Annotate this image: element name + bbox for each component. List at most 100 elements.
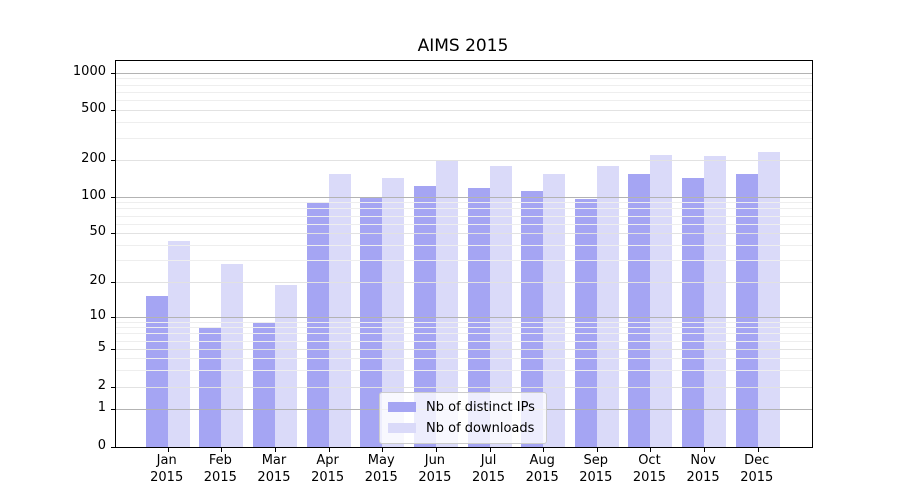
gridline-90 <box>116 202 812 204</box>
x-tick-label-apr: Apr 2015 <box>311 453 345 485</box>
y-tick-label-10: 10 <box>89 307 106 323</box>
gridline-40 <box>116 245 812 247</box>
x-tick-dec <box>757 448 759 452</box>
bar-distinct-ips-aug <box>521 190 544 447</box>
gridline-500 <box>116 110 812 112</box>
bar-downloads-feb <box>221 264 244 447</box>
y-tick-1000 <box>111 72 116 74</box>
x-tick-jan <box>167 448 169 452</box>
gridline-3 <box>116 370 812 372</box>
y-tick-label-0: 0 <box>97 438 106 453</box>
bar-downloads-oct <box>650 154 673 447</box>
y-tick-label-500: 500 <box>81 101 106 117</box>
legend-label: Nb of distinct IPs <box>426 399 535 415</box>
bar-downloads-nov <box>704 156 727 447</box>
x-tick-label-oct: Oct 2015 <box>632 453 666 485</box>
y-tick-label-200: 200 <box>81 151 106 166</box>
y-tick-label-50: 50 <box>89 224 106 240</box>
gridline-1000 <box>116 72 812 74</box>
bar-distinct-ips-sep <box>574 199 597 447</box>
bar-downloads-aug <box>543 173 566 447</box>
x-tick-mar <box>274 448 276 452</box>
y-tick-10 <box>111 316 116 318</box>
y-tick-100 <box>111 196 116 198</box>
gridline-300 <box>116 138 812 139</box>
gridline-6 <box>116 340 812 342</box>
bar-distinct-ips-mar <box>252 321 275 447</box>
bar-downloads-mar <box>274 284 297 447</box>
gridline-5 <box>116 349 812 351</box>
gridline-9 <box>116 321 812 323</box>
gridline-30 <box>116 260 812 262</box>
bar-downloads-jan <box>167 241 190 447</box>
bar-distinct-ips-nov <box>682 177 705 447</box>
y-tick-1 <box>111 408 116 410</box>
gridline-70 <box>116 215 812 217</box>
gridline-200 <box>116 160 812 161</box>
x-tick-label-jul: Jul 2015 <box>471 453 506 485</box>
gridline-7 <box>116 333 812 335</box>
y-tick-2 <box>111 386 116 388</box>
x-tick-label-jan: Jan 2015 <box>150 453 184 485</box>
gridline-700 <box>116 92 812 94</box>
y-tick-500 <box>111 110 116 112</box>
gridline-900 <box>116 78 812 80</box>
x-tick-nov <box>704 448 706 452</box>
legend: Nb of distinct IPs Nb of downloads <box>379 392 547 444</box>
chart-title: AIMS 2015 <box>417 36 509 56</box>
gridline-400 <box>116 122 812 124</box>
x-tick-label-sep: Sep 2015 <box>579 453 613 485</box>
x-tick-label-may: May 2015 <box>364 453 398 485</box>
plot-area: Nb of distinct IPs Nb of downloads <box>111 60 813 452</box>
x-tick-apr <box>328 448 330 452</box>
gridline-4 <box>116 358 812 360</box>
bar-distinct-ips-dec <box>735 173 758 447</box>
y-tick-label-5: 5 <box>97 340 106 356</box>
bar-distinct-ips-jun <box>413 185 436 447</box>
bar-downloads-dec <box>757 151 780 447</box>
y-tick-5 <box>111 349 116 351</box>
y-tick-20 <box>111 282 116 283</box>
x-tick-aug <box>543 448 545 452</box>
gridline-600 <box>116 100 812 102</box>
x-tick-oct <box>650 448 652 452</box>
x-tick-sep <box>596 448 598 452</box>
y-tick-label-1: 1 <box>97 399 106 415</box>
x-tick-label-mar: Mar 2015 <box>257 453 291 485</box>
gridline-8 <box>116 327 812 329</box>
x-tick-label-jun: Jun 2015 <box>418 453 452 485</box>
y-tick-label-20: 20 <box>89 273 106 288</box>
legend-label: Nb of downloads <box>426 420 535 436</box>
gridline-10 <box>116 316 812 318</box>
y-tick-50 <box>111 233 116 235</box>
bar-downloads-apr <box>328 173 351 447</box>
legend-row: Nb of downloads <box>388 419 537 437</box>
y-tick-0 <box>111 447 116 448</box>
bar-downloads-sep <box>596 166 619 447</box>
legend-swatch-icon <box>388 423 416 433</box>
x-tick-jul <box>489 448 491 452</box>
y-tick-label-2: 2 <box>97 377 106 393</box>
gridline-100 <box>116 196 812 198</box>
x-tick-may <box>382 448 384 452</box>
x-tick-label-nov: Nov 2015 <box>686 453 720 485</box>
gridline-800 <box>116 84 812 86</box>
y-tick-label-1000: 1000 <box>72 63 106 79</box>
x-tick-label-dec: Dec 2015 <box>740 453 774 485</box>
gridline-20 <box>116 282 812 283</box>
x-tick-label-aug: Aug 2015 <box>525 453 559 485</box>
gridline-2 <box>116 386 812 388</box>
gridline-50 <box>116 233 812 235</box>
x-tick-feb <box>221 448 223 452</box>
gridline-80 <box>116 208 812 210</box>
gridline-60 <box>116 223 812 225</box>
bar-distinct-ips-oct <box>628 173 651 447</box>
y-tick-label-100: 100 <box>81 187 106 203</box>
bar-downloads-jun <box>435 160 458 447</box>
bar-distinct-ips-apr <box>306 203 329 447</box>
bar-downloads-jul <box>489 165 512 447</box>
bar-distinct-ips-jan <box>145 296 168 447</box>
x-tick-jun <box>435 448 437 452</box>
y-tick-200 <box>111 160 116 161</box>
